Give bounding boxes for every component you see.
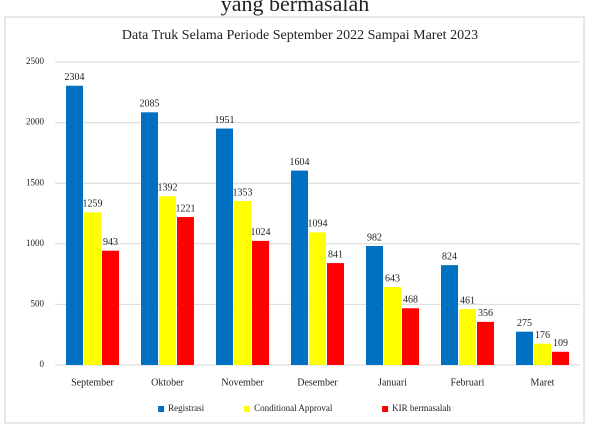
bar	[159, 196, 176, 365]
bar	[327, 263, 344, 365]
value-label: 841	[328, 249, 343, 260]
bar	[177, 217, 194, 365]
legend-label: Conditional Approval	[254, 403, 333, 413]
bar	[141, 112, 158, 365]
bar	[102, 250, 119, 365]
legend-label: Registrasi	[168, 403, 204, 413]
x-tick-label: Februari	[451, 377, 485, 388]
legend-swatch	[158, 406, 165, 412]
value-label: 1353	[233, 187, 253, 198]
bar	[441, 265, 458, 365]
y-tick-label: 2500	[26, 56, 45, 66]
bar	[309, 232, 326, 365]
bar	[534, 343, 551, 365]
x-tick-label: Oktober	[151, 377, 184, 388]
y-tick-label: 1000	[26, 238, 45, 248]
bar	[459, 309, 476, 365]
value-label: 109	[553, 338, 568, 349]
bar	[252, 240, 269, 365]
value-label: 1024	[251, 227, 271, 238]
value-label: 1259	[83, 199, 103, 210]
value-label: 1392	[158, 183, 178, 194]
value-label: 943	[103, 237, 118, 248]
x-tick-label: November	[221, 377, 264, 388]
value-label: 275	[517, 318, 532, 329]
legend-label: KIR bermasalah	[392, 403, 451, 413]
y-tick-label: 2000	[26, 117, 45, 127]
value-label: 1221	[176, 203, 196, 214]
value-label: 643	[385, 273, 400, 284]
y-tick-label: 0	[40, 359, 45, 369]
chart-title: Data Truk Selama Periode September 2022 …	[122, 28, 478, 43]
bar	[291, 170, 308, 365]
caption: yang bermasalah	[221, 0, 369, 16]
value-label: 1951	[215, 115, 235, 126]
bar	[366, 245, 383, 365]
bar	[84, 212, 101, 365]
bar	[552, 351, 569, 365]
bar	[516, 331, 533, 365]
x-tick-label: Januari	[378, 377, 407, 388]
x-tick-label: Maret	[531, 377, 555, 388]
y-tick-label: 1500	[26, 177, 45, 187]
legend-swatch	[382, 406, 389, 412]
x-tick-label: Desember	[297, 377, 338, 388]
bar	[477, 321, 494, 365]
bar	[234, 201, 251, 365]
value-label: 1604	[290, 157, 310, 168]
value-label: 2304	[65, 72, 85, 83]
value-label: 461	[460, 295, 475, 306]
value-label: 982	[367, 232, 382, 243]
y-tick-label: 500	[31, 298, 45, 308]
value-label: 2085	[140, 99, 160, 110]
value-label: 356	[478, 308, 493, 319]
value-label: 468	[403, 295, 418, 306]
bar	[216, 128, 233, 365]
value-label: 824	[442, 251, 457, 262]
legend-swatch	[244, 406, 251, 412]
bar	[402, 308, 419, 365]
value-label: 1094	[308, 219, 328, 230]
bar	[66, 85, 83, 366]
bar	[384, 287, 401, 365]
x-tick-label: September	[71, 377, 114, 388]
value-label: 176	[535, 330, 550, 341]
